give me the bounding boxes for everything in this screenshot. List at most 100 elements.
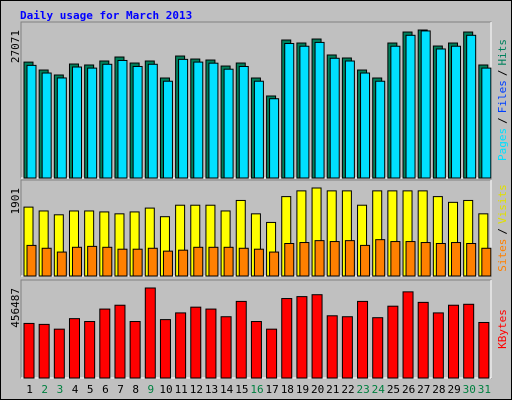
- bar: [314, 41, 325, 179]
- bar: [250, 321, 262, 379]
- x-tick-label: 26: [402, 383, 415, 396]
- bar: [147, 247, 158, 277]
- x-tick-label: 17: [266, 383, 279, 396]
- bar: [220, 316, 232, 379]
- bar: [208, 62, 219, 179]
- bar: [53, 328, 65, 379]
- bar: [478, 321, 490, 379]
- x-tick-label: 25: [387, 383, 400, 396]
- bar: [162, 250, 173, 277]
- x-tick-label: 6: [102, 383, 109, 396]
- bar: [451, 45, 462, 179]
- bar: [175, 312, 187, 379]
- legend-label: Files: [496, 80, 509, 113]
- bar: [71, 246, 82, 277]
- bar: [117, 248, 128, 277]
- bar: [299, 45, 310, 179]
- bar: [193, 246, 204, 277]
- bar: [114, 304, 126, 379]
- side-label: Pages / Files / Hits: [496, 39, 509, 161]
- bar: [238, 65, 249, 179]
- x-tick-label: 29: [447, 383, 460, 396]
- x-tick-label: 16: [250, 383, 263, 396]
- bar: [314, 240, 325, 277]
- x-tick-label: 13: [205, 383, 218, 396]
- bar: [387, 305, 399, 379]
- bar: [193, 61, 204, 179]
- x-tick-label: 1: [26, 383, 33, 396]
- bar: [284, 43, 295, 179]
- legend-label: KBytes: [496, 309, 509, 349]
- x-tick-label: 31: [478, 383, 491, 396]
- bar: [269, 251, 280, 277]
- bar: [162, 80, 173, 179]
- x-tick-label: 21: [326, 383, 339, 396]
- bar: [190, 306, 202, 379]
- bar: [23, 322, 35, 379]
- y-tick-label: 1901: [9, 188, 22, 215]
- x-tick-label: 5: [87, 383, 94, 396]
- x-tick-label: 3: [57, 383, 64, 396]
- bar: [448, 304, 460, 379]
- x-tick-label: 28: [432, 383, 445, 396]
- bar: [344, 240, 355, 277]
- bar: [178, 58, 189, 179]
- bar: [132, 248, 143, 277]
- bar: [87, 67, 98, 179]
- bar: [41, 72, 52, 179]
- x-tick-label: 27: [417, 383, 430, 396]
- bar: [56, 251, 67, 277]
- bar: [360, 244, 371, 277]
- x-tick-label: 12: [190, 383, 203, 396]
- bar: [466, 34, 477, 179]
- bar: [390, 45, 401, 179]
- bar: [402, 291, 414, 379]
- bar: [435, 243, 446, 277]
- legend-label: Pages: [496, 128, 509, 161]
- legend-label: Hits: [496, 39, 509, 66]
- bar: [311, 294, 323, 379]
- bar: [360, 72, 371, 179]
- bar: [435, 48, 446, 179]
- x-tick-label: 4: [72, 383, 79, 396]
- bar: [420, 30, 431, 179]
- separator: /: [496, 228, 509, 235]
- bar: [87, 245, 98, 277]
- x-tick-label: 24: [372, 383, 386, 396]
- bar: [341, 316, 353, 379]
- bar: [326, 315, 338, 379]
- x-tick-label: 19: [296, 383, 309, 396]
- bar: [208, 246, 219, 277]
- bar: [102, 246, 113, 277]
- bar: [417, 301, 429, 379]
- legend-label: Visits: [496, 184, 509, 224]
- bar: [329, 241, 340, 277]
- bar: [372, 317, 384, 379]
- bar: [41, 247, 52, 277]
- bar: [432, 312, 444, 379]
- bar: [451, 242, 462, 277]
- x-tick-label: 11: [175, 383, 188, 396]
- bar: [329, 57, 340, 179]
- separator: /: [496, 117, 509, 124]
- bar: [420, 242, 431, 277]
- bar: [178, 249, 189, 277]
- bar: [463, 303, 475, 379]
- bar: [38, 323, 50, 379]
- bar: [375, 80, 386, 179]
- bar: [253, 80, 264, 179]
- bar: [223, 246, 234, 277]
- x-tick-label: 15: [235, 383, 248, 396]
- bar: [102, 63, 113, 179]
- bar: [26, 64, 37, 179]
- x-tick-label: 10: [159, 383, 172, 396]
- bar: [375, 239, 386, 277]
- bar: [147, 63, 158, 179]
- side-label: Sites / Visits: [496, 184, 509, 272]
- bar: [84, 321, 96, 379]
- bar: [159, 319, 171, 379]
- bar: [390, 241, 401, 277]
- bar: [481, 247, 492, 277]
- legend-label: Sites: [496, 239, 509, 272]
